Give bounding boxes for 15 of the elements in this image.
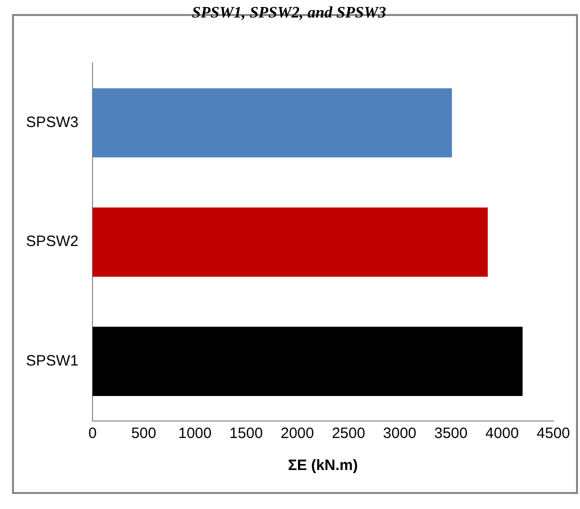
x-tick-label: 0 xyxy=(88,425,97,442)
x-tick-label: 3000 xyxy=(383,425,416,442)
y-tick-label: SPSW3 xyxy=(26,114,79,131)
x-tick-label: 2500 xyxy=(332,425,366,442)
y-tick-label: SPSW1 xyxy=(26,352,79,370)
x-tick-label: 4500 xyxy=(536,425,570,442)
x-tick-label: 2000 xyxy=(280,425,314,442)
x-tick-label: 1500 xyxy=(229,425,263,442)
x-tick-label: 4000 xyxy=(485,425,519,442)
x-tick-label: 500 xyxy=(131,425,156,442)
chart-title: SPSW1, SPSW2, and SPSW3 xyxy=(192,4,386,22)
x-axis-title: ΣE (kN.m) xyxy=(288,457,358,474)
x-tick-label: 3500 xyxy=(434,425,468,442)
y-tick-label: SPSW2 xyxy=(26,233,79,250)
x-tick-label: 1000 xyxy=(178,425,212,442)
